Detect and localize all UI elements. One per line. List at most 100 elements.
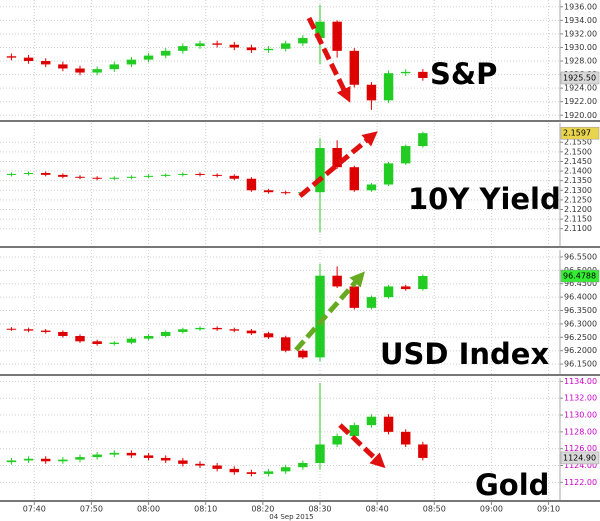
x-tick-label: 09:00	[480, 505, 503, 514]
candle-body	[6, 460, 17, 463]
candle-body	[315, 21, 325, 38]
candle-body	[58, 174, 68, 177]
y-tick-label: 1126.00	[564, 444, 597, 453]
candle-body	[92, 69, 102, 73]
candle-body	[126, 338, 137, 343]
x-axis-date: 04 Sep 2015	[269, 513, 313, 521]
candle-body	[315, 444, 325, 463]
y-tick-label: 2.1100	[564, 224, 592, 233]
last-price-box	[560, 71, 600, 85]
y-tick-label: 2.1350	[564, 176, 592, 185]
y-tick-label: 1132.00	[564, 394, 597, 403]
candle-body	[212, 43, 222, 45]
candle-body	[229, 329, 239, 331]
y-tick-label: 2.1250	[564, 195, 592, 204]
x-tick-label: 08:40	[366, 505, 389, 514]
last-price-label: 1925.50	[563, 73, 596, 82]
candle-body	[401, 146, 411, 164]
candle-body	[332, 275, 342, 287]
y-tick-label: 1122.00	[564, 478, 597, 487]
last-price-label: 2.1597	[563, 129, 591, 138]
candle-body	[178, 329, 188, 332]
y-tick-label: 2.1400	[564, 167, 592, 176]
candle-body	[263, 190, 274, 193]
candle-body	[58, 64, 68, 69]
candle-body	[298, 462, 308, 468]
y-tick-label: 96.2000	[564, 346, 597, 355]
x-tick-label: 07:40	[23, 505, 46, 514]
candle-body	[229, 175, 239, 179]
candle-body	[212, 174, 222, 176]
candle-body	[263, 333, 274, 338]
candle-body	[349, 50, 359, 85]
y-tick-label: 1130.00	[564, 411, 597, 420]
panel-title: Gold	[475, 468, 549, 502]
candle-body	[75, 68, 85, 73]
arrow	[298, 131, 378, 198]
candle-body	[418, 276, 428, 290]
candle-body	[246, 472, 257, 474]
candle-body	[58, 459, 68, 462]
candle-body	[58, 331, 68, 336]
last-price-label: 96.4788	[563, 272, 596, 281]
y-tick-label: 1930.00	[564, 43, 597, 52]
candle-body	[366, 184, 377, 191]
y-tick-label: 1922.00	[564, 97, 597, 106]
candle-body	[246, 330, 257, 334]
candle-body	[109, 64, 119, 70]
candle-body	[109, 452, 119, 455]
y-tick-label: 96.4500	[564, 279, 597, 288]
candle-body	[143, 175, 154, 177]
candle-body	[332, 21, 342, 51]
y-tick-label: 96.3500	[564, 306, 597, 315]
y-tick-label: 1134.00	[564, 377, 597, 386]
y-tick-label: 2.1500	[564, 147, 592, 156]
last-price-label: 1124.90	[563, 453, 596, 462]
candle-body	[126, 452, 137, 456]
y-tick-label: 1932.00	[564, 29, 597, 38]
x-tick-label: 08:30	[308, 505, 331, 514]
candle-body	[195, 173, 205, 175]
candle-body	[298, 37, 308, 44]
candle-body	[315, 275, 325, 358]
candle-body	[349, 425, 359, 437]
y-tick-label: 1920.00	[564, 111, 597, 120]
candle-body	[281, 337, 291, 351]
candle-body	[161, 331, 171, 336]
candle-body	[178, 460, 188, 464]
candle-body	[332, 147, 342, 168]
candle-body	[195, 43, 205, 47]
candle-body	[6, 56, 17, 58]
candle-body	[109, 342, 119, 345]
x-tick-label: 09:10	[537, 505, 560, 514]
panel-title: USD Index	[380, 337, 549, 371]
candle-body	[246, 178, 257, 191]
candle-body	[41, 61, 51, 65]
last-price-box	[560, 451, 600, 465]
candle-body	[263, 48, 274, 51]
annotation-arrows	[294, 16, 386, 469]
candle-body	[92, 177, 102, 179]
candle-body	[126, 176, 137, 178]
y-tick-label: 96.3000	[564, 319, 597, 328]
candle-body	[212, 465, 222, 469]
arrow	[306, 16, 351, 103]
candle-body	[212, 327, 222, 330]
y-tick-label: 1128.00	[564, 427, 597, 436]
candle-body	[332, 436, 342, 445]
candle-body	[143, 455, 154, 458]
candle-body	[41, 172, 51, 175]
y-tick-label: 1934.00	[564, 16, 597, 25]
last-price-box	[560, 269, 600, 283]
y-tick-label: 96.1500	[564, 360, 597, 369]
candle-body	[143, 55, 154, 60]
y-tick-label: 2.1200	[564, 205, 592, 214]
candle-body	[41, 458, 51, 462]
candle-body	[109, 177, 119, 179]
candle-body	[418, 444, 428, 458]
y-tick-label: 96.2500	[564, 333, 597, 342]
panel-title: 10Y Yield	[408, 182, 561, 216]
candle-body	[366, 297, 377, 308]
